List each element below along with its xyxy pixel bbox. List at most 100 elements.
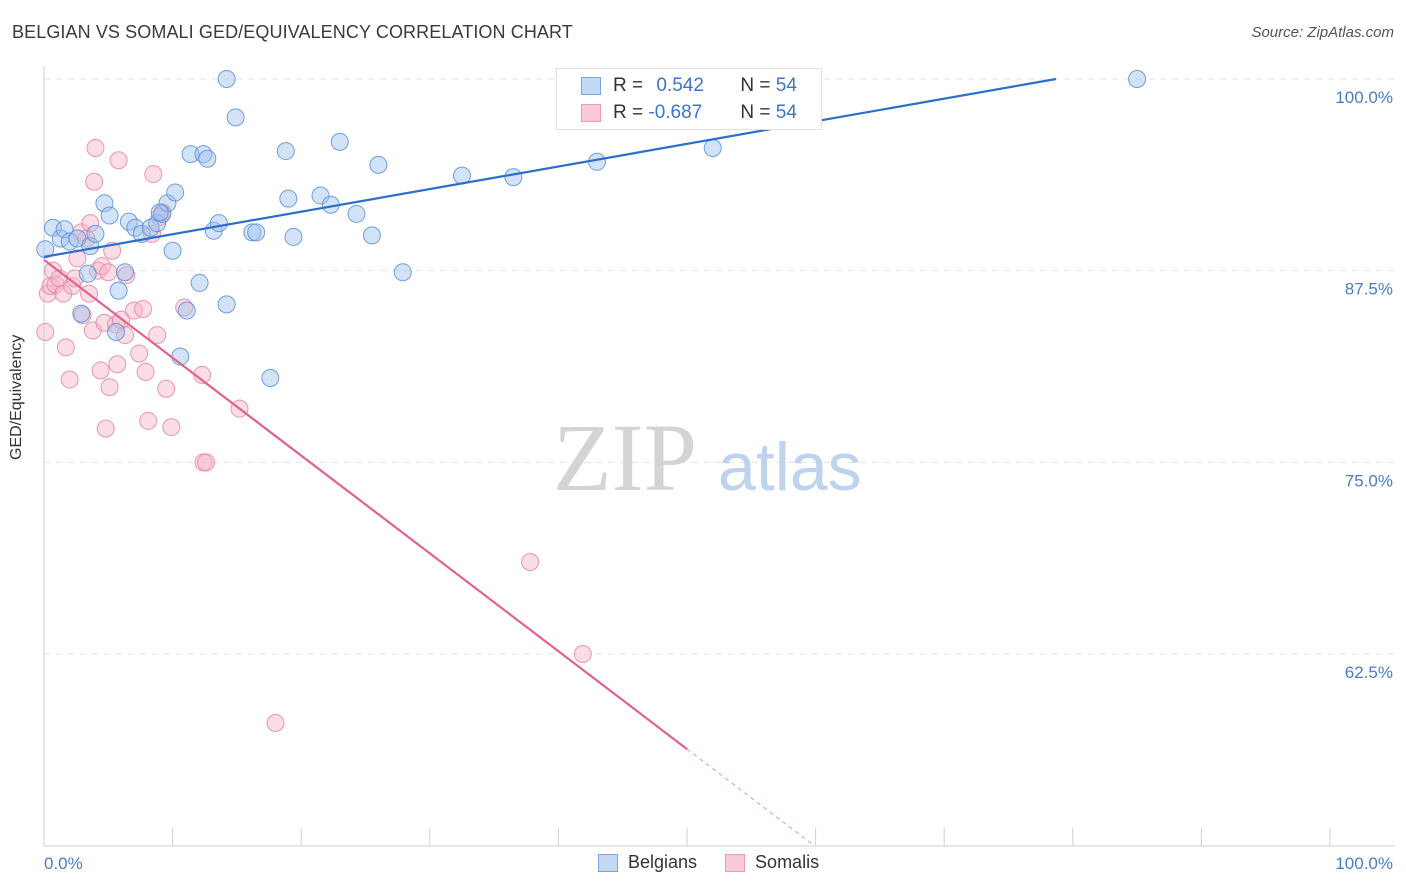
- series-legend: Belgians Somalis: [598, 852, 847, 873]
- somali-point: [44, 261, 63, 280]
- belgian-point: [311, 186, 330, 205]
- axes: [43, 66, 1395, 847]
- belgian-point: [393, 263, 412, 282]
- belgian-point: [78, 264, 97, 283]
- y-tick-label: 75.0%: [1345, 471, 1393, 490]
- belgian-swatch: [581, 77, 601, 95]
- legend-n-value: 54: [775, 102, 797, 123]
- belgian-point: [72, 304, 91, 323]
- belgian-point: [243, 223, 262, 242]
- x-tick-label: 0.0%: [44, 854, 83, 873]
- legend-row-somalis: R = -0.687 N = 54: [581, 100, 797, 126]
- somali-point: [157, 379, 176, 398]
- legend-item-somalis: Somalis: [725, 852, 819, 873]
- somali-trendline-extension: [686, 748, 815, 847]
- watermark-zip: ZIP: [553, 404, 697, 511]
- somali-point: [54, 284, 73, 303]
- legend-n-value: 54: [775, 75, 797, 96]
- somali-point: [130, 344, 149, 363]
- belgian-point: [177, 301, 196, 320]
- somali-point: [144, 165, 163, 184]
- somali-point: [521, 553, 540, 571]
- belgian-point: [209, 214, 228, 233]
- belgian-point: [261, 369, 280, 387]
- trendlines: [43, 77, 1057, 847]
- somali-point: [81, 214, 100, 233]
- somali-swatch: [581, 104, 601, 122]
- belgian-point: [166, 183, 185, 202]
- y-tick-label: 100.0%: [1335, 88, 1393, 107]
- belgian-point: [276, 142, 295, 161]
- legend-r-value: 0.542: [656, 75, 704, 96]
- watermark: ZIP atlas: [553, 404, 862, 511]
- x-tick-label: 100.0%: [1335, 854, 1393, 873]
- somali-point: [100, 378, 119, 397]
- legend-somalis-label: Somalis: [755, 852, 820, 872]
- belgian-point: [369, 155, 388, 174]
- somali-point: [125, 301, 144, 320]
- belgian-point: [100, 206, 119, 225]
- belgian-point: [148, 214, 167, 233]
- belgian-point: [86, 224, 105, 243]
- somali-point: [117, 266, 136, 285]
- belgian-point: [116, 263, 135, 282]
- somali-point: [573, 645, 592, 663]
- belgian-trendline: [43, 77, 1057, 258]
- somali-point: [85, 172, 104, 191]
- belgian-point: [279, 189, 298, 208]
- somali-point: [108, 355, 127, 374]
- belgian-point: [107, 323, 126, 341]
- legend-r-label: R =: [613, 75, 649, 96]
- somali-point: [91, 361, 110, 380]
- somali-point: [109, 151, 128, 170]
- somali-point: [60, 370, 79, 389]
- watermark-atlas: atlas: [718, 429, 862, 505]
- gridlines: [44, 78, 1395, 655]
- belgian-point: [109, 281, 128, 300]
- legend-r-label: R =: [613, 102, 649, 123]
- legend-row-belgians: R = 0.542 N = 54: [581, 73, 797, 99]
- somali-point: [134, 300, 153, 318]
- belgian-point: [217, 295, 236, 314]
- chart-title: BELGIAN VS SOMALI GED/EQUIVALENCY CORREL…: [12, 22, 573, 42]
- belgian-point: [504, 168, 523, 187]
- somali-point: [162, 418, 181, 437]
- somali-legend-swatch: [725, 853, 746, 872]
- belgian-point: [198, 149, 217, 168]
- y-tick-label: 62.5%: [1345, 663, 1393, 682]
- legend-r-value: -0.687: [648, 102, 703, 123]
- somali-point: [175, 298, 194, 317]
- legend-belgians-label: Belgians: [628, 852, 698, 872]
- somali-point: [139, 411, 158, 430]
- somali-point: [36, 323, 55, 341]
- somali-point: [197, 453, 216, 472]
- belgian-point: [150, 203, 169, 222]
- belgian-point: [362, 226, 381, 245]
- belgian-point: [347, 204, 366, 223]
- legend-item-belgians: Belgians: [598, 852, 697, 873]
- somali-point: [86, 139, 105, 157]
- belgian-legend-swatch: [598, 853, 618, 872]
- legend-n-label: N =: [740, 75, 776, 96]
- belgian-point: [330, 132, 349, 151]
- belgian-point: [181, 145, 200, 164]
- somali-point: [96, 419, 115, 438]
- source-credit: Source: ZipAtlas.com: [1251, 24, 1394, 41]
- belgian-point: [284, 227, 303, 246]
- belgian-points: [36, 70, 1147, 387]
- belgian-point: [163, 241, 182, 260]
- correlation-legend: R = 0.542 N = 54 R = -0.687 N = 54: [556, 68, 822, 130]
- somali-trendline: [43, 259, 688, 750]
- y-tick-label: 87.5%: [1345, 280, 1393, 299]
- somali-point: [99, 263, 118, 282]
- somali-points: [36, 139, 592, 732]
- belgian-point: [217, 70, 236, 88]
- belgian-point: [226, 108, 245, 127]
- somali-point: [266, 714, 285, 732]
- somali-point: [148, 326, 167, 345]
- somali-point: [56, 338, 75, 357]
- belgian-point: [703, 139, 722, 157]
- somali-point: [136, 362, 155, 381]
- tick-labels: 62.5% 75.0% 87.5% 100.0% 0.0% 100.0%: [44, 88, 1393, 873]
